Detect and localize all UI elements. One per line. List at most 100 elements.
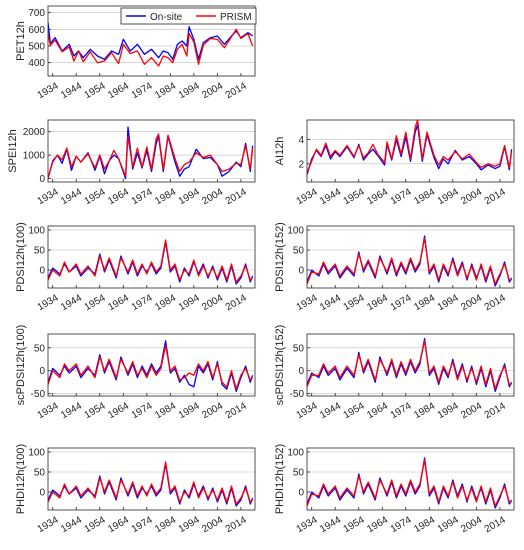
x-tick-label: 1964	[106, 292, 131, 313]
y-tick-label: 2	[298, 159, 304, 170]
y-tick-label: 0	[298, 488, 304, 499]
series-group	[48, 461, 254, 507]
x-tick-label: 1944	[318, 400, 343, 421]
series-group	[307, 457, 513, 509]
x-tick-label: 1994	[436, 514, 461, 535]
x-tick-label: 1974	[130, 514, 155, 535]
x-tick-label: 1994	[177, 400, 202, 421]
y-tick-label: 4	[298, 135, 304, 146]
legend-onsite-label: On-site	[150, 12, 183, 23]
x-tick-label: 1934	[36, 514, 61, 535]
y-axis-label: AI12h	[274, 137, 286, 166]
panel-phdi12h-152: 0 50 100 1934194419541964197419841994200420…	[274, 444, 515, 535]
plot-area	[48, 448, 255, 510]
x-tick-label: 1984	[153, 292, 178, 313]
x-tick-label: 1974	[389, 514, 414, 535]
x-tick-label: 1964	[106, 186, 131, 207]
panel-pdsi12h-152: 0 50 100 1934194419541964197419841994200420…	[274, 222, 515, 313]
series-prism-scpdsi12h-100	[48, 344, 254, 390]
plot-area	[307, 334, 514, 396]
x-tick-label: 1984	[412, 292, 437, 313]
series-onsite-ai12h	[307, 124, 513, 175]
y-axis-label: PDSI12h(100)	[15, 222, 27, 292]
x-tick-label: 1934	[36, 186, 61, 207]
axes-frame	[47, 119, 256, 183]
x-tick-label: 2004	[459, 514, 484, 535]
x-tick-label: 2004	[200, 400, 225, 421]
series-group	[307, 337, 513, 393]
x-tick-label: 1934	[36, 292, 61, 313]
x-tick-label: 1974	[130, 186, 155, 207]
x-tick-label: 1954	[342, 186, 367, 207]
plot-area	[307, 120, 514, 182]
x-tick-label: 1964	[106, 400, 131, 421]
x-tick-label: 2004	[200, 80, 225, 101]
x-tick-label: 2014	[483, 514, 508, 535]
plot-area	[307, 448, 514, 510]
x-tick-label: 1994	[177, 514, 202, 535]
x-tick-label: 2014	[483, 400, 508, 421]
x-tick-label: 1974	[130, 80, 155, 101]
y-tick-label: 50	[34, 246, 46, 257]
axes-frame	[306, 119, 515, 183]
y-axis-label: scPDSI12h(152)	[274, 325, 286, 406]
series-group	[48, 239, 254, 285]
y-tick-label: 700	[28, 8, 45, 19]
panel-scpdsi12h-100: -50 0 50 1934194419541964197419841994200420…	[15, 325, 256, 421]
x-tick-label: 1964	[106, 514, 131, 535]
y-tick-label: 2000	[23, 127, 46, 138]
x-tick-label: 1934	[295, 400, 320, 421]
x-tick-label: 1984	[153, 400, 178, 421]
x-tick-label: 1934	[295, 514, 320, 535]
series-group	[48, 340, 254, 393]
axes-frame	[47, 225, 256, 289]
x-tick-label: 1994	[436, 400, 461, 421]
y-tick-label: 50	[293, 343, 305, 354]
x-tick-label: 1954	[342, 400, 367, 421]
y-axis-label: PHDI12h(152)	[274, 444, 286, 514]
x-tick-label: 1974	[389, 186, 414, 207]
x-tick-label: 1984	[412, 400, 437, 421]
y-tick-label: 0	[298, 366, 304, 377]
x-tick-label: 1984	[412, 514, 437, 535]
x-tick-label: 2004	[200, 186, 225, 207]
x-tick-label: 2014	[483, 292, 508, 313]
x-tick-label: 1994	[177, 292, 202, 313]
x-tick-label: 2004	[459, 186, 484, 207]
x-tick-label: 2004	[459, 400, 484, 421]
series-prism-spei12h	[48, 133, 254, 179]
x-tick-label: 1934	[295, 292, 320, 313]
axes-frame	[47, 5, 256, 77]
axes-frame	[306, 225, 515, 289]
series-prism-pdsi12h-152	[307, 237, 512, 285]
x-tick-label: 1964	[365, 514, 390, 535]
y-axis-label: SPEI12h	[7, 129, 19, 172]
y-tick-label: -50	[31, 389, 46, 400]
y-tick-label: 50	[34, 343, 46, 354]
x-tick-label: 1944	[318, 186, 343, 207]
y-tick-label: 400	[28, 58, 45, 69]
x-tick-label: 2014	[224, 514, 249, 535]
y-tick-label: 50	[293, 468, 305, 479]
series-group	[48, 22, 254, 67]
x-tick-label: 1964	[365, 400, 390, 421]
chart-panels: 4005006007001934194419541964197419841994…	[7, 5, 515, 535]
panel-phdi12h-100: 0 50 100 1934194419541964197419841994200420…	[15, 444, 256, 535]
x-tick-label: 1944	[59, 514, 84, 535]
legend: On-site PRISM	[120, 7, 257, 25]
x-tick-label: 2014	[224, 80, 249, 101]
series-prism-phdi12h-152	[307, 459, 512, 507]
series-prism-phdi12h-100	[48, 461, 254, 505]
x-tick-label: 1934	[295, 186, 320, 207]
x-tick-label: 1944	[59, 292, 84, 313]
x-tick-label: 1934	[36, 400, 61, 421]
y-tick-label: 1000	[23, 151, 46, 162]
x-tick-label: 2014	[483, 186, 508, 207]
x-tick-label: 1964	[106, 80, 131, 101]
x-tick-label: 1954	[83, 514, 108, 535]
plot-area	[48, 226, 255, 288]
y-tick-label: 100	[28, 226, 45, 237]
x-tick-label: 1954	[83, 186, 108, 207]
axes-frame	[306, 447, 515, 511]
